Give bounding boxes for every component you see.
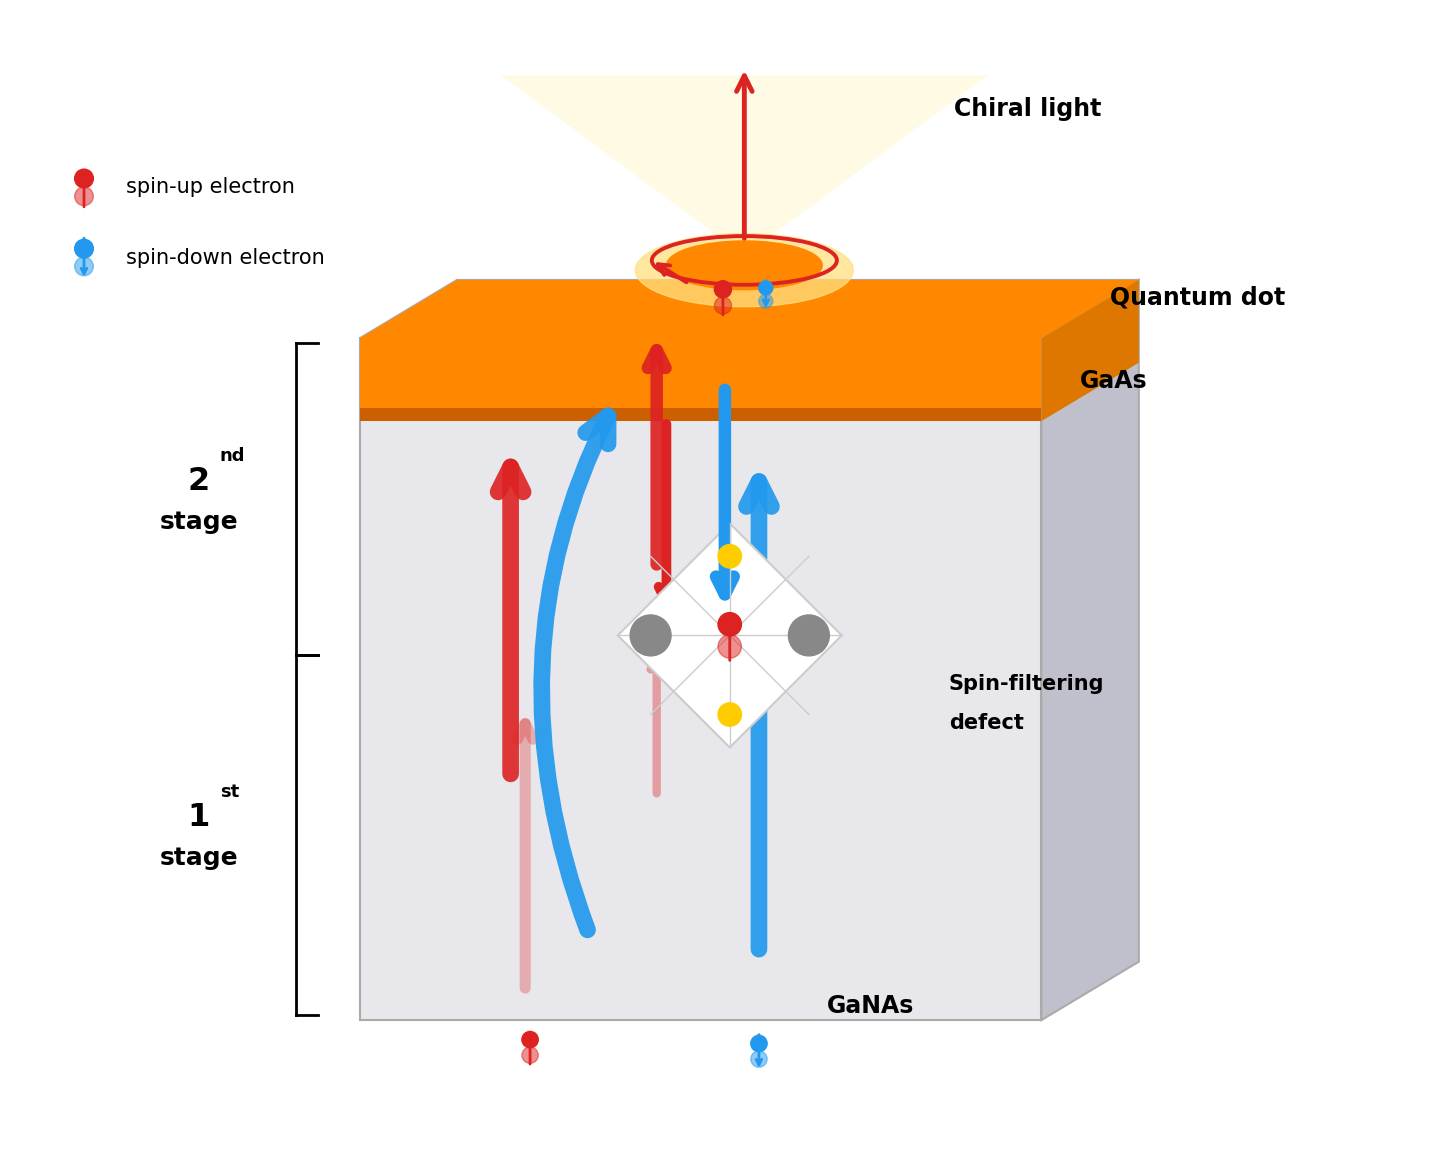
Polygon shape — [618, 523, 842, 748]
Circle shape — [719, 703, 742, 726]
Text: GaAs: GaAs — [1080, 370, 1148, 393]
Circle shape — [719, 635, 742, 658]
Polygon shape — [360, 339, 1041, 422]
Circle shape — [75, 257, 94, 275]
Circle shape — [521, 1047, 539, 1063]
Polygon shape — [1041, 280, 1139, 422]
Text: stage: stage — [160, 847, 238, 871]
Circle shape — [75, 169, 94, 188]
Text: nd: nd — [219, 447, 245, 465]
Circle shape — [714, 281, 732, 298]
Circle shape — [719, 613, 742, 636]
Text: spin-up electron: spin-up electron — [125, 177, 295, 197]
Circle shape — [789, 615, 829, 655]
Circle shape — [714, 297, 732, 314]
Text: spin-down electron: spin-down electron — [125, 248, 324, 267]
Text: stage: stage — [160, 510, 238, 535]
Text: Quantum dot: Quantum dot — [1110, 286, 1284, 310]
Polygon shape — [360, 280, 1139, 339]
Circle shape — [750, 1051, 768, 1067]
Circle shape — [750, 1036, 768, 1052]
Polygon shape — [360, 280, 1139, 339]
Ellipse shape — [635, 234, 854, 306]
Text: st: st — [220, 783, 239, 802]
Circle shape — [759, 294, 773, 309]
Circle shape — [75, 240, 94, 258]
Text: 2: 2 — [187, 467, 210, 497]
Circle shape — [521, 1031, 539, 1048]
Ellipse shape — [667, 241, 822, 289]
Text: Spin-filtering: Spin-filtering — [949, 674, 1104, 695]
Polygon shape — [501, 75, 988, 256]
Text: defect: defect — [949, 713, 1024, 733]
Text: 1: 1 — [187, 802, 210, 833]
Text: Chiral light: Chiral light — [953, 98, 1102, 121]
Polygon shape — [360, 339, 1041, 1021]
Polygon shape — [360, 409, 1041, 422]
Circle shape — [631, 615, 671, 655]
Text: GaNAs: GaNAs — [827, 993, 914, 1017]
Circle shape — [719, 545, 742, 568]
Circle shape — [759, 281, 773, 295]
Circle shape — [75, 187, 94, 205]
Polygon shape — [1041, 280, 1139, 1021]
